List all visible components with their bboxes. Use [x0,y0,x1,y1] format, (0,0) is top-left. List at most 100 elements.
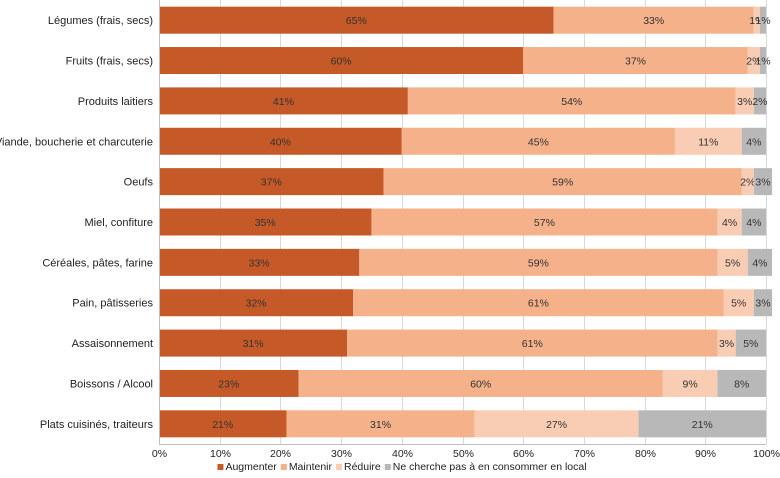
data-label: 54% [561,96,582,108]
legend-entry: Réduire [344,461,381,473]
data-label: 1% [755,56,770,68]
category-label: Viande, boucherie et charcuterie [0,136,153,148]
x-tick-label: 60% [513,448,534,460]
data-label: 21% [692,419,713,431]
data-label: 37% [261,177,282,189]
data-label: 9% [683,378,698,390]
data-label: 3% [755,177,770,189]
data-label: 11% [698,136,718,148]
legend-entry: Ne cherche pas à en consommer en local [393,461,587,473]
bar-segment [717,329,736,357]
x-tick-label: 70% [574,448,595,460]
x-tick-label: 0% [152,448,167,460]
x-tick-label: 100% [753,448,780,460]
data-label: 4% [746,136,761,148]
bar-segment [674,127,742,155]
data-label: 21% [212,419,233,431]
bar-segment [159,87,408,115]
data-label: 2% [752,96,767,108]
category-label: Produits laitiers [78,96,154,108]
bar-segment [474,410,639,438]
data-label: 60% [470,378,491,390]
bar-segment [741,168,754,196]
data-label: 31% [243,338,264,350]
category-label: Pain, pâtisseries [72,298,153,310]
bar-segment [638,410,766,438]
bar-segment [159,369,299,397]
legend-entry: Augmenter [225,461,277,473]
bar-segment [383,168,742,196]
bar-segment [741,208,766,236]
category-label: Plats cuisinés, traiteurs [40,419,154,431]
bar-segment [723,289,754,317]
data-label: 4% [752,257,767,269]
category-label: Céréales, pâtes, farine [42,257,153,269]
category-label: Oeufs [124,177,154,189]
bar-segment [747,248,773,276]
bar-segment [347,329,718,357]
data-label: 31% [370,419,391,431]
bar-segment [753,6,760,34]
data-label: 3% [737,96,752,108]
data-label: 61% [522,338,543,350]
legend-swatch [336,464,342,470]
category-label: Boissons / Alcool [70,378,153,390]
bar-segment [553,6,754,34]
bar-segment [662,369,718,397]
data-label: 61% [528,298,549,310]
data-label: 41% [273,96,294,108]
bar-segment [159,6,554,34]
category-label: Assaisonnement [72,338,153,350]
x-tick-label: 90% [695,448,716,460]
data-label: 57% [534,217,555,229]
legend-swatch [280,464,287,470]
category-label: Fruits (frais, secs) [66,56,153,68]
x-tick-label: 10% [210,448,231,460]
data-label: 5% [743,338,758,350]
bar-segment [717,208,742,236]
x-tick-label: 40% [392,448,413,460]
bar-segment [159,248,360,276]
data-label: 33% [643,15,664,27]
bar-segment [298,369,663,397]
data-label: 2% [746,56,761,68]
data-label: 40% [270,136,291,148]
bar-segment [159,168,384,196]
bar-segment [159,127,402,155]
data-label: 5% [725,257,740,269]
data-label: 3% [755,298,770,310]
bar-segment [359,248,718,276]
bar-segment [159,208,372,236]
axes: 0% 10% 20% 30% 40% 50% 60% 70% 80% 90% 100% Légumes… [0,0,780,460]
bar-segment [759,6,766,34]
bar-segment [523,47,748,75]
bar-segment [759,47,766,75]
data-label: 3% [719,338,734,350]
bar-segment [753,168,773,196]
bar-segment [159,410,287,438]
data-label: 5% [731,298,746,310]
data-label: 27% [546,419,567,431]
data-label: 8% [734,378,749,390]
bar-segment [741,127,766,155]
bar-segment [717,369,766,397]
data-label: 4% [722,217,737,229]
bar-segment [717,248,748,276]
bar-segment [735,329,766,357]
bar-segment [735,87,754,115]
bar-segment [747,47,760,75]
bar-segment [353,289,724,317]
bar-segment [753,87,766,115]
bar-segment [159,47,524,75]
category-label: Légumes (frais, secs) [48,15,153,27]
legend-swatch [217,464,224,470]
x-tick-label: 80% [635,448,656,460]
data-label: 45% [528,136,549,148]
x-tick-label: 30% [331,448,352,460]
bars: 65% 33% 1%1%60% 37% 2%1%41% 54% 3% 2%40% 45% 11% 4… [159,6,773,438]
bar-segment [753,289,773,317]
x-tick-label: 50% [453,448,474,460]
data-label: 32% [246,298,267,310]
bar-segment [401,127,675,155]
bar-segment [286,410,475,438]
